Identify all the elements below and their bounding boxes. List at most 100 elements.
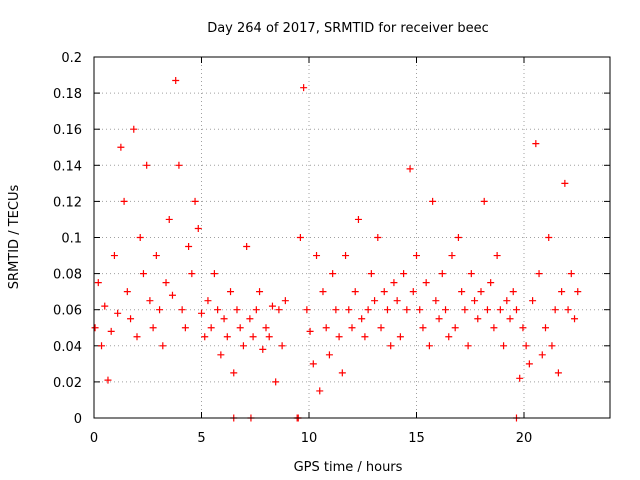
data-point (377, 324, 385, 332)
data-point (503, 297, 511, 305)
data-point (207, 324, 215, 332)
data-point (358, 315, 366, 323)
data-point (309, 360, 317, 368)
data-point (325, 351, 333, 359)
data-point (181, 324, 189, 332)
data-point (114, 309, 122, 317)
data-point (239, 342, 247, 350)
data-point (272, 378, 280, 386)
data-point (329, 270, 337, 278)
data-point (512, 306, 520, 314)
data-point (249, 333, 257, 341)
data-points (91, 76, 582, 422)
data-point (390, 279, 398, 287)
data-point (143, 161, 151, 169)
data-point (220, 315, 228, 323)
x-tick-label: 15 (408, 431, 425, 446)
data-point (471, 297, 479, 305)
data-point (233, 306, 241, 314)
data-point (348, 324, 356, 332)
data-point (194, 224, 202, 232)
data-point (262, 324, 270, 332)
data-point (306, 327, 314, 335)
data-point (493, 252, 501, 260)
data-point (425, 342, 433, 350)
data-point (500, 342, 508, 350)
data-point (567, 270, 575, 278)
data-point (156, 306, 164, 314)
data-point (561, 179, 569, 187)
data-point (123, 288, 131, 296)
data-point (542, 324, 549, 332)
y-tick-label: 0.08 (53, 268, 82, 283)
data-point (380, 288, 388, 296)
data-point (532, 140, 540, 148)
data-point (133, 333, 141, 341)
x-tick-label: 5 (197, 431, 205, 446)
data-point (191, 197, 199, 205)
data-point (458, 288, 466, 296)
data-point (252, 306, 260, 314)
data-point (354, 215, 362, 223)
data-point (104, 376, 112, 384)
data-point (319, 288, 327, 296)
data-point (548, 342, 556, 350)
x-axis-ticks: 0 5 10 15 20 (90, 57, 532, 446)
data-point (322, 324, 330, 332)
data-point (419, 324, 427, 332)
data-point (551, 306, 559, 314)
data-point (259, 345, 267, 353)
data-point (188, 270, 196, 278)
data-point (396, 333, 404, 341)
data-point (162, 279, 170, 287)
data-point (464, 342, 472, 350)
data-point (361, 333, 369, 341)
data-point (374, 234, 382, 241)
data-point (217, 351, 225, 359)
data-point (214, 306, 222, 314)
data-point (139, 270, 147, 278)
data-point (554, 369, 562, 377)
data-point (461, 306, 469, 314)
y-tick-label: 0.12 (53, 195, 82, 210)
data-point (435, 315, 443, 323)
data-point (545, 234, 553, 241)
data-point (98, 342, 106, 350)
data-point (175, 161, 183, 169)
data-point (227, 288, 235, 296)
data-point (172, 76, 180, 84)
data-point (364, 306, 372, 314)
data-point (387, 342, 395, 350)
data-point (275, 306, 283, 314)
data-point (300, 84, 308, 92)
data-point (538, 351, 546, 359)
data-point (127, 315, 135, 323)
data-point (448, 252, 456, 260)
data-point (149, 324, 157, 332)
y-axis-ticks: 0 0.02 0.04 0.06 0.08 0.1 0.12 0.14 0.16 0.18 0.2 (53, 51, 610, 427)
data-point (130, 125, 138, 133)
chart-title: Day 264 of 2017, SRMTID for receiver bee… (207, 21, 489, 36)
data-point (535, 270, 543, 278)
data-point (454, 234, 462, 241)
data-point (400, 270, 408, 278)
data-point (165, 215, 173, 223)
data-point (474, 315, 482, 323)
data-point (516, 374, 524, 382)
data-point (429, 197, 437, 205)
data-point (522, 342, 530, 350)
data-point (529, 297, 537, 305)
grid-lines (94, 57, 610, 418)
y-axis-label: SRMTID / TECUs (7, 185, 22, 290)
data-point (204, 297, 212, 305)
data-point (445, 333, 453, 341)
data-point (185, 243, 193, 251)
data-point (409, 288, 417, 296)
data-point (480, 197, 488, 205)
data-point (487, 279, 495, 287)
y-tick-label: 0.18 (53, 87, 82, 102)
data-point (91, 324, 99, 332)
data-point (230, 369, 238, 377)
x-axis-label: GPS time / hours (294, 460, 403, 475)
data-point (558, 288, 566, 296)
